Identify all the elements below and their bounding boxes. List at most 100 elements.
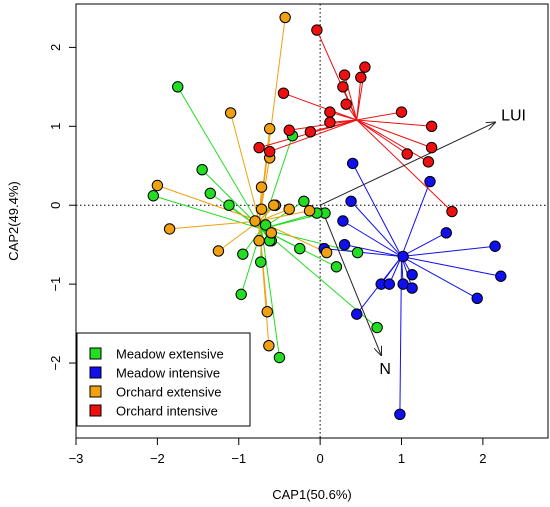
data-point: [304, 126, 317, 138]
data-point: [471, 292, 483, 305]
data-point: [255, 203, 268, 215]
data-point: [147, 190, 160, 202]
y-tick-label: −1: [48, 277, 63, 292]
data-point: [223, 199, 235, 211]
zero-reference-lines: [76, 4, 548, 438]
data-point: [337, 81, 349, 93]
data-point: [489, 240, 501, 252]
data-point: [355, 71, 367, 84]
data-point: [351, 246, 364, 259]
data-point: [446, 205, 458, 218]
x-tick-label: −3: [69, 451, 84, 466]
spider-line: [153, 195, 262, 230]
data-point: [255, 181, 268, 193]
data-point: [253, 141, 265, 154]
data-point: [151, 179, 164, 192]
data-point: [277, 87, 290, 99]
data-point: [337, 215, 349, 227]
data-point: [406, 282, 418, 294]
data-point: [237, 248, 249, 260]
y-axis: −2 −1 0 1 2: [48, 44, 77, 371]
y-tick-label: 1: [48, 123, 63, 130]
n-vector: [319, 205, 381, 355]
data-point: [212, 245, 225, 257]
spider-line: [356, 119, 429, 163]
data-point: [249, 215, 261, 227]
legend-swatch: [89, 366, 102, 379]
data-point: [397, 250, 409, 263]
spider-line: [352, 163, 402, 257]
data-point: [265, 227, 278, 239]
data-point: [224, 107, 237, 119]
spider-line: [230, 112, 260, 222]
data-point: [394, 408, 406, 421]
data-point: [338, 238, 351, 251]
data-point: [263, 122, 276, 135]
legend-label: Meadow extensive: [116, 347, 224, 362]
data-point: [425, 141, 438, 154]
spider-line: [261, 228, 280, 358]
x-axis-title: CAP1(50.6%): [272, 487, 351, 502]
legend-swatch: [89, 404, 102, 417]
spider-line: [401, 245, 496, 258]
x-tick-label: −1: [231, 451, 246, 466]
data-point: [424, 175, 436, 188]
y-tick-label: −2: [48, 356, 63, 371]
spider-line: [380, 256, 402, 285]
x-axis: −3 −2 −1 0 1 2: [69, 437, 487, 466]
data-point: [345, 195, 357, 207]
data-point: [294, 242, 306, 255]
data-point: [253, 235, 265, 247]
x-tick-label: 0: [317, 451, 324, 466]
spider-line: [350, 200, 402, 257]
spider-line: [342, 220, 402, 257]
y-tick-label: 2: [48, 44, 63, 51]
y-tick-label: 0: [48, 202, 63, 209]
spider-line: [401, 256, 501, 277]
n-vector-label: N: [379, 361, 391, 378]
data-point: [422, 156, 435, 168]
data-point: [311, 24, 323, 36]
spider-line: [289, 119, 357, 131]
data-point: [163, 223, 176, 235]
data-point: [235, 288, 247, 301]
legend-box: [76, 332, 251, 427]
data-point: [425, 120, 438, 133]
data-point: [268, 199, 280, 211]
data-point: [340, 98, 352, 110]
data-point: [283, 124, 295, 136]
spider-line: [157, 185, 260, 222]
x-tick-label: 2: [479, 451, 486, 466]
spider-line: [356, 119, 408, 155]
spider-line: [401, 232, 447, 257]
legend-label: Orchard intensive: [116, 404, 218, 419]
data-point: [338, 69, 351, 81]
data-point: [359, 61, 371, 73]
data-point: [298, 195, 310, 207]
spider-line: [344, 244, 402, 257]
legend-swatch: [89, 347, 102, 360]
lui-vector-label: LUI: [501, 107, 526, 124]
x-tick-label: −2: [150, 451, 165, 466]
data-point: [395, 106, 408, 118]
data-point: [440, 227, 452, 239]
data-point: [330, 261, 343, 273]
data-point: [324, 106, 336, 118]
legend-swatch: [89, 385, 102, 398]
spider-line: [356, 119, 432, 127]
data-point: [351, 308, 363, 320]
data-point: [320, 246, 333, 259]
spider-line: [356, 119, 432, 149]
data-point: [261, 306, 273, 318]
data-point: [303, 205, 316, 217]
lui-vector: [319, 122, 495, 206]
spider-line: [283, 92, 357, 121]
environmental-vectors: LUI N: [319, 107, 526, 378]
data-point: [401, 148, 413, 160]
data-point: [279, 11, 291, 24]
spider-line: [356, 111, 402, 121]
data-point: [172, 81, 184, 93]
x-tick-label: 1: [398, 451, 405, 466]
spider-line: [259, 210, 310, 222]
